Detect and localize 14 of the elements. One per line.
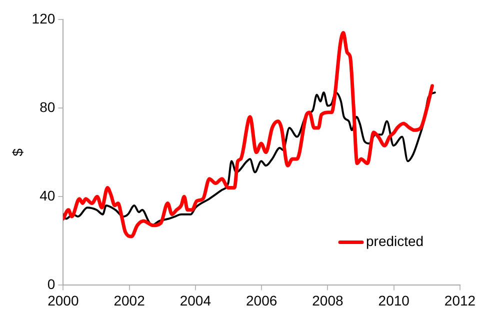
x-tick-label: 2006: [246, 292, 278, 308]
x-tick-label: 2004: [180, 292, 212, 308]
x-tick-label: 2000: [48, 292, 79, 308]
x-tick-label: 2002: [114, 292, 146, 308]
y-tick-label: 120: [32, 10, 56, 26]
x-tick-label: 2010: [378, 292, 410, 308]
line-series: [63, 91, 436, 226]
y-tick-label: 40: [40, 187, 56, 204]
x-tick-label: 2012: [444, 292, 476, 308]
legend-label: predicted: [366, 233, 424, 250]
y-tick-label: 80: [40, 98, 56, 115]
x-tick-label: 2008: [312, 292, 344, 308]
y-tick-label: 0: [47, 276, 56, 292]
y-axis-title: $: [9, 148, 26, 156]
